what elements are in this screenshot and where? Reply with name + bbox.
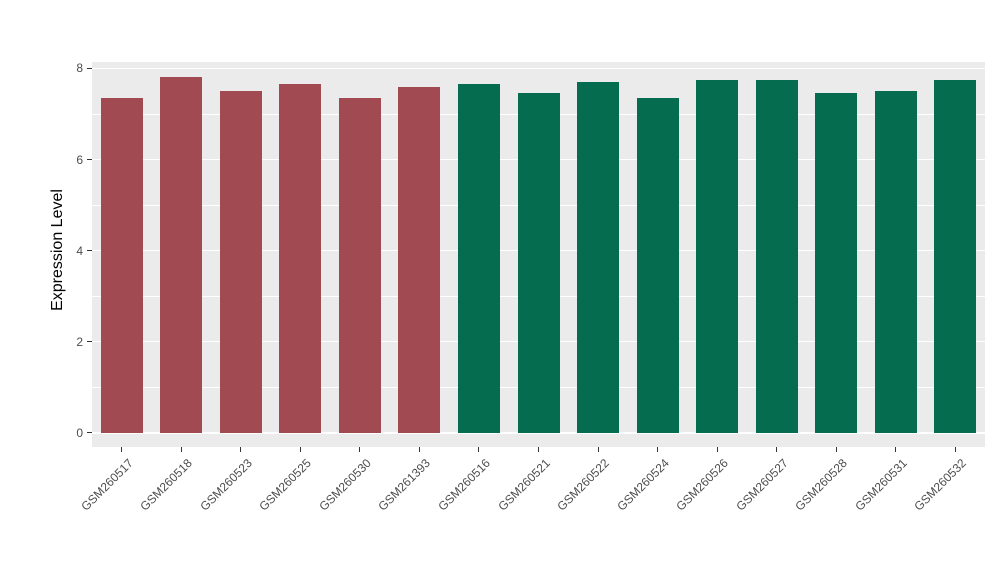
plot-panel [92, 62, 985, 447]
y-tick-mark [87, 341, 92, 343]
bar [100, 97, 143, 433]
y-tick-mark [87, 250, 92, 252]
bar [934, 79, 977, 433]
x-tick-mark [180, 447, 182, 452]
x-tick-label: GSM260521 [494, 456, 553, 514]
x-tick-mark [121, 447, 123, 452]
bar [874, 91, 917, 433]
bar [636, 97, 679, 433]
x-tick-mark [299, 447, 301, 452]
gridline-major [92, 67, 985, 70]
bar [160, 77, 203, 433]
x-tick-label: GSM260531 [852, 456, 910, 514]
x-tick-mark [418, 447, 420, 452]
x-tick-label: GSM260516 [435, 456, 493, 514]
x-tick-mark [538, 447, 539, 452]
y-tick-label: 0 [76, 425, 83, 440]
x-tick-mark [597, 447, 599, 452]
x-tick-mark [240, 447, 242, 452]
x-tick-label: GSM260525 [256, 456, 315, 514]
bar [338, 97, 381, 433]
bar [457, 84, 500, 433]
bar [755, 79, 798, 433]
x-tick-mark [954, 447, 956, 452]
y-tick-label: 6 [76, 152, 83, 167]
x-tick-label: GSM260528 [792, 456, 851, 514]
x-tick-label: GSM260526 [673, 456, 731, 514]
x-tick-mark [835, 447, 837, 452]
x-tick-label: GSM260532 [911, 456, 970, 514]
x-tick-mark [776, 447, 778, 452]
x-tick-label: GSM260527 [732, 456, 791, 514]
bar [219, 91, 262, 433]
y-tick-mark [87, 67, 92, 69]
x-tick-mark [478, 447, 480, 452]
x-tick-label: GSM260524 [613, 456, 672, 514]
x-tick-mark [895, 447, 897, 452]
bar [398, 86, 441, 433]
x-tick-label: GSM260523 [197, 456, 255, 514]
y-tick-mark [87, 159, 92, 160]
x-tick-label: GSM260522 [554, 456, 612, 514]
y-tick-label: 8 [76, 61, 83, 76]
y-tick-mark [87, 432, 92, 434]
x-tick-label: GSM260530 [316, 456, 374, 514]
bar [517, 93, 560, 433]
x-tick-mark [359, 447, 361, 452]
y-tick-label: 2 [76, 334, 83, 349]
bar [815, 93, 858, 433]
x-tick-mark [657, 447, 659, 452]
x-tick-label: GSM261393 [375, 456, 434, 514]
bar [696, 79, 739, 433]
y-axis-title: Expression Level [49, 189, 66, 311]
bar [577, 82, 620, 433]
x-tick-mark [716, 447, 718, 452]
x-tick-label: GSM260518 [137, 456, 196, 514]
y-tick-label: 4 [76, 243, 83, 258]
bar [279, 84, 322, 433]
x-tick-label: GSM260517 [78, 456, 136, 514]
